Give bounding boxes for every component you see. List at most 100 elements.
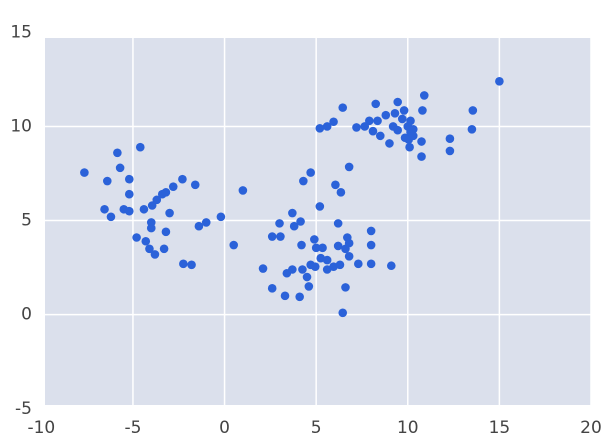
point <box>368 126 378 136</box>
point <box>315 124 325 133</box>
point <box>311 243 321 253</box>
point <box>150 250 160 259</box>
point <box>295 292 304 302</box>
point <box>258 264 268 273</box>
point <box>310 262 320 271</box>
point <box>159 244 169 254</box>
point <box>115 163 125 173</box>
point <box>267 284 277 293</box>
point <box>306 168 315 177</box>
point <box>418 106 427 115</box>
point <box>338 103 348 112</box>
point <box>288 265 297 274</box>
point <box>329 117 338 127</box>
point <box>386 261 396 271</box>
point <box>102 176 112 186</box>
point <box>152 195 162 205</box>
x-tick-label: 0 <box>219 418 230 438</box>
point <box>408 131 418 141</box>
point <box>304 282 314 291</box>
point <box>365 116 374 126</box>
x-tick-label: 10 <box>397 418 419 438</box>
point <box>201 218 211 227</box>
point <box>165 208 174 218</box>
y-tick-label: 0 <box>21 305 32 325</box>
point <box>354 259 363 269</box>
point <box>373 116 382 126</box>
point <box>331 180 340 190</box>
point <box>124 206 134 216</box>
point <box>267 232 277 241</box>
point <box>113 148 122 158</box>
point <box>288 208 297 218</box>
x-tick-label: -10 <box>27 418 55 438</box>
point <box>161 188 171 197</box>
point <box>161 227 171 237</box>
point <box>302 272 312 282</box>
point <box>366 259 376 269</box>
point <box>336 188 346 197</box>
point <box>341 283 350 292</box>
point <box>393 97 403 107</box>
point <box>322 255 332 265</box>
point <box>168 182 178 191</box>
point <box>132 233 141 242</box>
point <box>408 124 418 134</box>
point <box>399 106 409 115</box>
point <box>344 162 354 172</box>
point <box>397 114 407 124</box>
point <box>385 139 394 148</box>
point <box>468 106 478 115</box>
point <box>178 174 187 184</box>
point <box>352 123 361 132</box>
point <box>238 186 248 195</box>
point <box>190 180 200 190</box>
point <box>280 291 290 301</box>
point <box>298 265 307 274</box>
point <box>276 232 285 241</box>
point <box>375 131 385 141</box>
point <box>333 241 343 251</box>
point <box>335 260 345 270</box>
plot-area <box>45 38 591 405</box>
point <box>124 189 134 199</box>
point <box>495 76 504 86</box>
point <box>179 259 188 269</box>
point <box>80 168 89 177</box>
point <box>406 116 415 126</box>
point <box>297 240 306 250</box>
point <box>194 221 204 231</box>
point <box>393 125 403 135</box>
point <box>139 204 149 214</box>
point <box>445 134 455 143</box>
point <box>315 202 325 211</box>
point <box>146 223 156 233</box>
point <box>333 219 343 228</box>
point <box>405 142 414 152</box>
y-tick-label: 10 <box>10 116 32 136</box>
point <box>275 219 284 228</box>
point <box>318 243 327 253</box>
point <box>100 204 109 214</box>
point <box>322 122 332 131</box>
y-tick-label: 15 <box>10 22 32 42</box>
y-tick-label: -5 <box>15 399 32 419</box>
point <box>419 91 429 100</box>
point <box>296 217 305 226</box>
point <box>145 244 154 254</box>
point <box>445 146 455 156</box>
point <box>322 265 332 274</box>
point <box>135 142 145 152</box>
x-tick-label: 20 <box>580 418 602 438</box>
x-tick-label: 15 <box>489 418 511 438</box>
point <box>310 235 319 244</box>
x-tick-label: -5 <box>124 418 141 438</box>
point <box>187 260 196 270</box>
point <box>417 152 426 161</box>
point <box>141 236 151 246</box>
x-tick-label: 5 <box>311 418 322 438</box>
point <box>338 308 348 318</box>
point <box>229 240 239 250</box>
y-tick-label: 5 <box>21 211 32 231</box>
